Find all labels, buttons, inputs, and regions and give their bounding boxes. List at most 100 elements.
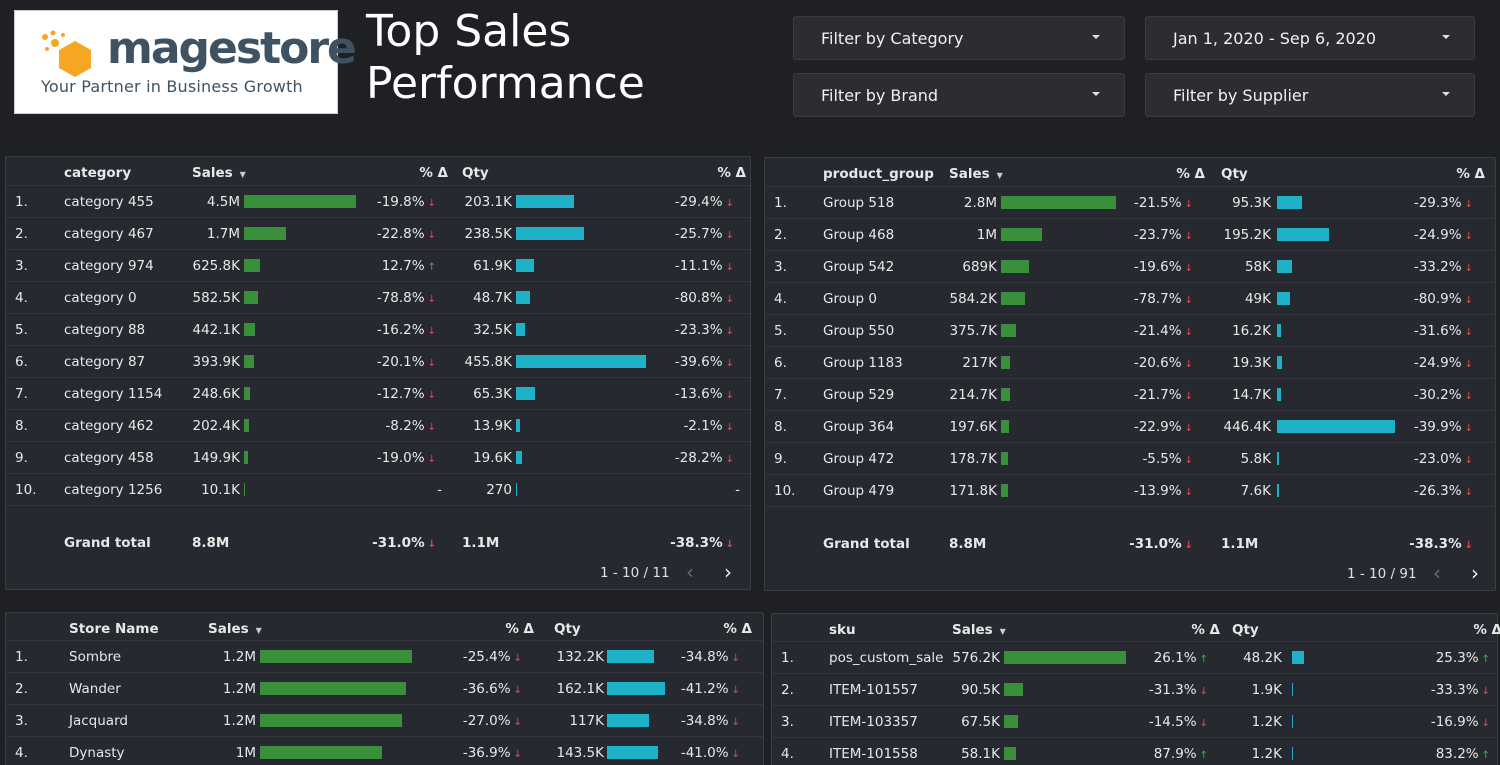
pct-value: -41.0%	[680, 745, 729, 761]
arrow-down-icon: ↓	[1464, 231, 1473, 242]
filter-brand-dropdown[interactable]: Filter by Brand	[793, 73, 1125, 117]
column-header-sales[interactable]: Sales ▼	[192, 157, 246, 189]
row-sales-value: 248.6K	[192, 386, 240, 402]
row-sales-value: 4.5M	[206, 194, 240, 210]
row-name: Group 479	[823, 483, 895, 499]
sales-bar	[244, 419, 249, 432]
column-header-qty[interactable]: Qty	[1232, 622, 1259, 638]
row-qty-pct-change: 25.3% ↑	[1436, 642, 1490, 674]
column-header-pct-change[interactable]: % Δ	[1176, 166, 1205, 182]
table-row[interactable]: 4. Dynasty 1M -36.9% ↓ 143.5K -41.0% ↓	[6, 736, 763, 765]
row-qty-pct-change: -16.9% ↓	[1431, 706, 1490, 738]
arrow-down-icon: ↓	[1464, 359, 1473, 370]
pct-value: -	[735, 482, 740, 498]
table-row[interactable]: 6. category 87 393.9K -20.1% ↓ 455.8K -39.6% ↓	[6, 345, 750, 377]
filter-category-dropdown[interactable]: Filter by Category	[793, 16, 1125, 60]
column-header-sales[interactable]: Sales ▼	[949, 158, 1003, 190]
column-header-pct-change[interactable]: % Δ	[1456, 166, 1485, 182]
arrow-down-icon: ↓	[427, 539, 436, 550]
row-qty-pct-change: -23.0% ↓	[1414, 443, 1473, 475]
table-row[interactable]: 1. pos_custom_sale 576.2K 26.1% ↑ 48.2K 25.3% ↑	[772, 641, 1497, 673]
table-row[interactable]: 4. ITEM-101558 58.1K 87.9% ↑ 1.2K 83.2% ↑	[772, 737, 1497, 765]
table-row[interactable]: 5. category 88 442.1K -16.2% ↓ 32.5K -23.3% ↓	[6, 313, 750, 345]
column-header-name[interactable]: category	[64, 165, 132, 181]
column-header-name[interactable]: sku	[829, 622, 856, 638]
column-header-pct-change[interactable]: % Δ	[1191, 622, 1220, 638]
table-row[interactable]: 8. category 462 202.4K -8.2% ↓ 13.9K -2.1% ↓	[6, 409, 750, 441]
column-header-sales[interactable]: Sales ▼	[208, 613, 262, 645]
table-row[interactable]: 2. category 467 1.7M -22.8% ↓ 238.5K -25.7% ↓	[6, 217, 750, 249]
table-row[interactable]: 7. category 1154 248.6K -12.7% ↓ 65.3K -13.6% ↓	[6, 377, 750, 409]
caret-down-icon	[1442, 35, 1450, 39]
row-rank: 9.	[15, 450, 28, 466]
table-row[interactable]: 3. Group 542 689K -19.6% ↓ 58K -33.2% ↓	[765, 250, 1495, 282]
row-qty-pct-change: -33.2% ↓	[1414, 251, 1473, 283]
qty-bar	[516, 355, 646, 368]
table-row[interactable]: 3. Jacquard 1.2M -27.0% ↓ 117K -34.8% ↓	[6, 704, 763, 736]
arrow-down-icon: ↓	[1184, 487, 1193, 498]
sort-desc-icon[interactable]: ▼	[996, 171, 1003, 180]
pct-value: -33.2%	[1413, 259, 1462, 275]
magestore-logo: magestore Your Partner in Business Growt…	[14, 10, 357, 114]
table-row[interactable]: 4. Group 0 584.2K -78.7% ↓ 49K -80.9% ↓	[765, 282, 1495, 314]
column-header-pct-change[interactable]: % Δ	[505, 621, 534, 637]
date-range-picker[interactable]: Jan 1, 2020 - Sep 6, 2020	[1145, 16, 1475, 60]
pct-value: -23.7%	[1133, 227, 1182, 243]
sales-bar	[1001, 324, 1016, 337]
row-qty-pct-change: -80.9% ↓	[1414, 283, 1473, 315]
table-row[interactable]: 4. category 0 582.5K -78.8% ↓ 48.7K -80.8% ↓	[6, 281, 750, 313]
sales-bar	[1004, 683, 1023, 696]
table-row[interactable]: 1. Group 518 2.8M -21.5% ↓ 95.3K -29.3% ↓	[765, 186, 1495, 218]
filter-supplier-dropdown[interactable]: Filter by Supplier	[1145, 73, 1475, 117]
row-sales-pct-change: -	[437, 474, 442, 506]
arrow-down-icon: ↓	[1184, 423, 1193, 434]
pct-value: -41.2%	[680, 681, 729, 697]
sort-desc-icon[interactable]: ▼	[255, 626, 262, 635]
table-row[interactable]: 2. ITEM-101557 90.5K -31.3% ↓ 1.9K -33.3% ↓	[772, 673, 1497, 705]
column-header-name[interactable]: Store Name	[69, 621, 159, 637]
sort-desc-icon[interactable]: ▼	[999, 627, 1006, 636]
pct-value: -16.2%	[376, 322, 425, 338]
pct-value: -36.6%	[462, 681, 511, 697]
row-rank: 5.	[774, 323, 787, 339]
table-row[interactable]: 3. category 974 625.8K 12.7% ↑ 61.9K -11.1% ↓	[6, 249, 750, 281]
column-header-qty[interactable]: Qty	[462, 165, 489, 181]
sales-bar	[1001, 196, 1116, 209]
sort-desc-icon[interactable]: ▼	[239, 170, 246, 179]
table-row[interactable]: 1. Sombre 1.2M -25.4% ↓ 132.2K -34.8% ↓	[6, 640, 763, 672]
column-header-qty[interactable]: Qty	[1221, 166, 1248, 182]
next-page-icon[interactable]: ›	[1471, 561, 1479, 585]
column-header-qty[interactable]: Qty	[554, 621, 581, 637]
row-name: pos_custom_sale	[829, 650, 944, 666]
row-qty-value: 5.8K	[1240, 451, 1271, 467]
pct-value: -23.0%	[1413, 451, 1462, 467]
column-header-pct-change[interactable]: % Δ	[717, 165, 746, 181]
table-row[interactable]: 7. Group 529 214.7K -21.7% ↓ 14.7K -30.2% ↓	[765, 378, 1495, 410]
table-row[interactable]: 10. category 1256 10.1K - 270 -	[6, 473, 750, 505]
table-row[interactable]: 5. Group 550 375.7K -21.4% ↓ 16.2K -31.6% ↓	[765, 314, 1495, 346]
table-row[interactable]: 6. Group 1183 217K -20.6% ↓ 19.3K -24.9% ↓	[765, 346, 1495, 378]
table-row[interactable]: 9. category 458 149.9K -19.0% ↓ 19.6K -28.2% ↓	[6, 441, 750, 473]
grand-total-qty: 1.1M	[1221, 536, 1259, 552]
pct-value: -19.6%	[1133, 259, 1182, 275]
column-header-sales[interactable]: Sales ▼	[952, 614, 1006, 646]
column-header-pct-change[interactable]: % Δ	[1473, 622, 1500, 638]
column-header-pct-change[interactable]: % Δ	[723, 621, 752, 637]
table-row[interactable]: 1. category 455 4.5M -19.8% ↓ 203.1K -29.4% ↓	[6, 185, 750, 217]
table-row[interactable]: 2. Group 468 1M -23.7% ↓ 195.2K -24.9% ↓	[765, 218, 1495, 250]
table-row[interactable]: 3. ITEM-103357 67.5K -14.5% ↓ 1.2K -16.9% ↓	[772, 705, 1497, 737]
row-qty-pct-change: -11.1% ↓	[675, 250, 734, 282]
column-header-pct-change[interactable]: % Δ	[419, 165, 448, 181]
row-sales-value: 58.1K	[961, 746, 1000, 762]
column-header-name[interactable]: product_group	[823, 166, 934, 182]
table-row[interactable]: 10. Group 479 171.8K -13.9% ↓ 7.6K -26.3% ↓	[765, 474, 1495, 506]
prev-page-icon[interactable]: ‹	[686, 560, 694, 584]
row-qty-value: 95.3K	[1232, 195, 1271, 211]
sales-bar	[1001, 356, 1010, 369]
table-row[interactable]: 2. Wander 1.2M -36.6% ↓ 162.1K -41.2% ↓	[6, 672, 763, 704]
table-row[interactable]: 9. Group 472 178.7K -5.5% ↓ 5.8K -23.0% ↓	[765, 442, 1495, 474]
next-page-icon[interactable]: ›	[724, 560, 732, 584]
table-row[interactable]: 8. Group 364 197.6K -22.9% ↓ 446.4K -39.9% ↓	[765, 410, 1495, 442]
row-sales-value: 217K	[962, 355, 997, 371]
prev-page-icon[interactable]: ‹	[1433, 561, 1441, 585]
